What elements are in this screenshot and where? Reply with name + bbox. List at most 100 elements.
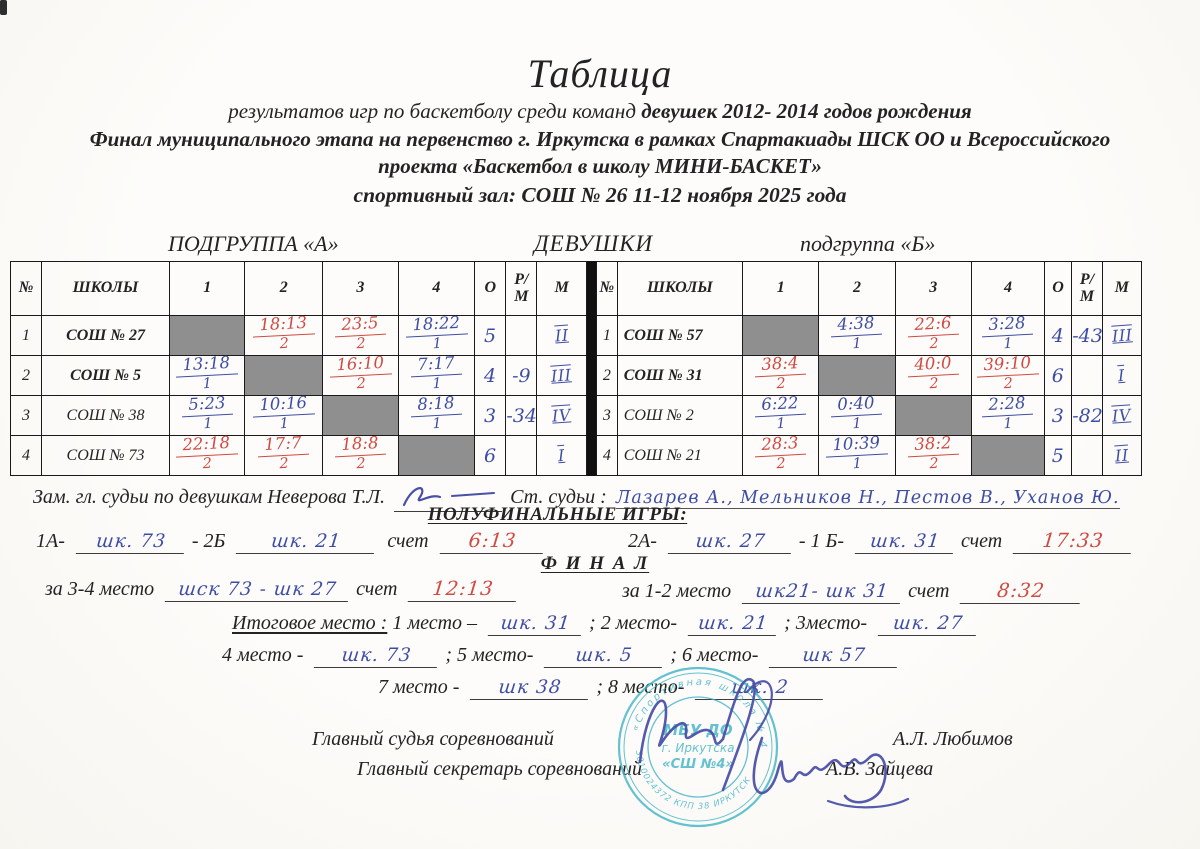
row-number: 2 <box>596 355 618 396</box>
results-tables: № ШКОЛЫ 1 2 3 4 О Р/М М 1 СОШ № 27 18:13 2 23:5 2 18:2… <box>9 261 1143 476</box>
place-value: II <box>1101 435 1143 476</box>
game-number: 1 <box>431 335 442 352</box>
handwritten-entry: шк. 31 <box>487 613 584 636</box>
row-number: 3 <box>596 395 618 436</box>
points-value: 6 <box>1043 355 1073 396</box>
column-header: ШКОЛЫ <box>616 261 744 316</box>
printed-text: - 2Б <box>191 530 226 552</box>
printed-text: счет <box>382 530 429 552</box>
score-cell: 7:17 1 <box>397 353 476 396</box>
title-line-2: результатов игр по баскетболу среди кома… <box>0 98 1200 126</box>
title-block: Таблица результатов игр по баскетболу ср… <box>0 50 1200 210</box>
place-roman: II <box>1114 445 1130 466</box>
title-line-3: Финал муниципального этапа на первенство… <box>89 126 1111 151</box>
game-number: 1 <box>279 415 290 432</box>
game-number: 1 <box>431 375 442 392</box>
point-diff-value: -9 <box>505 355 538 396</box>
table-row: 2 СОШ № 5 13:18 1 16:10 2 7:17 1 4 -9 III <box>9 353 587 396</box>
score-fraction: 16:10 2 <box>328 353 392 392</box>
game-number: 1 <box>1003 335 1014 352</box>
game-number: 2 <box>202 455 213 472</box>
placements-line-1: Итоговое место :1 место – шк. 31; 2 место… <box>232 612 984 636</box>
score-value: 38:4 <box>754 353 807 377</box>
group-a-table: № ШКОЛЫ 1 2 3 4 О Р/М М 1 СОШ № 27 18:13 2 23:5 2 18:2… <box>9 261 587 476</box>
stamp-center-line-3: «СШ №4» <box>662 757 734 772</box>
game-number: 2 <box>776 455 787 472</box>
score-value: 7:17 <box>409 353 462 377</box>
officials-line: Зам. гл. судьи по девушкам Неверова Т.Л.… <box>33 481 1120 512</box>
score-cell: 3:28 1 <box>970 313 1045 356</box>
column-header: М <box>536 261 587 316</box>
signatures-overlay <box>638 678 910 809</box>
score-fraction: 8:18 1 <box>409 393 463 433</box>
score-cell: 13:18 1 <box>168 353 246 396</box>
game-number: 2 <box>1003 375 1014 392</box>
venue-line: спортивный зал: СОШ № 26 11-12 ноября 20… <box>353 182 847 207</box>
deputy-judge-signature <box>394 481 503 512</box>
points-value: 4 <box>474 355 507 396</box>
group-a-label: ПОДГРУППА «А» <box>168 231 339 256</box>
girls-label: ДЕВУШКИ <box>534 231 654 256</box>
semifinal-game-1: 1А-шк. 73- 2Б шк. 21 счет 6:13 <box>36 529 551 554</box>
row-number: 2 <box>9 355 43 396</box>
place-roman: I <box>557 445 566 466</box>
score-value: 5:23 <box>180 393 233 417</box>
score-value: 17:7 <box>257 433 310 457</box>
table-row: 3 СОШ № 38 5:23 1 10:16 1 8:18 1 3 -34 IV <box>9 393 587 436</box>
column-header: № <box>9 261 43 316</box>
point-diff-value <box>1071 355 1103 396</box>
printed-text: 1 место – <box>392 612 478 634</box>
score-cell: 38:4 2 <box>742 353 820 396</box>
column-header: Р/М <box>505 261 538 316</box>
game-number: 1 <box>202 375 213 392</box>
chief-secretary-label: Главный секретарь соревнований <box>357 758 642 780</box>
handwritten-entry: 6:13 <box>439 529 545 554</box>
table-row: 4 СОШ № 21 28:3 2 10:39 1 38:2 2 5 II <box>596 433 1143 476</box>
printed-text: 4 место - <box>222 644 304 666</box>
place-value: I <box>536 435 587 476</box>
game-number: 2 <box>928 335 939 352</box>
score-fraction: 10:16 1 <box>252 393 315 432</box>
place-roman: III <box>550 365 573 386</box>
score-value: 28:3 <box>754 433 807 457</box>
school-name: СОШ № 73 <box>41 435 170 476</box>
score-cell: 6:22 1 <box>742 393 820 436</box>
place-roman: I <box>1117 365 1126 386</box>
place-roman: IV <box>551 405 572 426</box>
score-value: 3:28 <box>981 313 1034 337</box>
score-fraction: 3:28 1 <box>981 313 1034 353</box>
printed-text: за 3-4 место <box>45 578 155 600</box>
game-number: 2 <box>776 375 787 392</box>
place-value: II <box>536 315 587 356</box>
score-value: 10:16 <box>252 393 315 418</box>
handwritten-entry: шк. 21 <box>236 531 377 554</box>
point-diff-value <box>1071 435 1103 476</box>
score-value: 39:10 <box>976 353 1039 378</box>
placements-line-2: 4 место - шк. 73; 5 место-шк. 5; 6 место-… <box>222 644 905 668</box>
score-fraction: 38:2 2 <box>906 433 960 473</box>
column-header: 1 <box>168 261 246 316</box>
diagonal-cell <box>894 395 972 436</box>
printed-text: 1А- <box>36 530 65 552</box>
school-name: СОШ № 5 <box>41 355 170 396</box>
printed-text: 2А- <box>628 530 657 552</box>
point-diff-value <box>505 315 538 356</box>
score-value: 22:18 <box>175 433 238 458</box>
score-fraction: 7:17 1 <box>409 353 463 393</box>
score-value: 6:22 <box>754 393 807 417</box>
score-fraction: 22:6 2 <box>906 313 960 353</box>
score-value: 18:8 <box>333 433 386 457</box>
score-cell: 0:40 1 <box>818 393 896 436</box>
score-value: 16:10 <box>328 353 392 378</box>
game-number: 2 <box>928 455 939 472</box>
placements-line-3: 7 место - шк 38; 8 место-шк. 2 <box>378 676 831 700</box>
row-number: 3 <box>9 395 43 436</box>
points-value: 3 <box>474 395 507 436</box>
score-cell: 38:2 2 <box>894 433 972 476</box>
title-line-2-bold: девушек 2012- 2014 годов рождения <box>641 99 972 123</box>
group-b-label: подгруппа «Б» <box>800 231 936 256</box>
score-value: 4:38 <box>830 313 883 337</box>
chief-secretary-name: А.В. Зайцева <box>826 758 934 780</box>
score-cell: 18:13 2 <box>244 313 324 356</box>
printed-text: Итоговое место : <box>232 612 388 634</box>
